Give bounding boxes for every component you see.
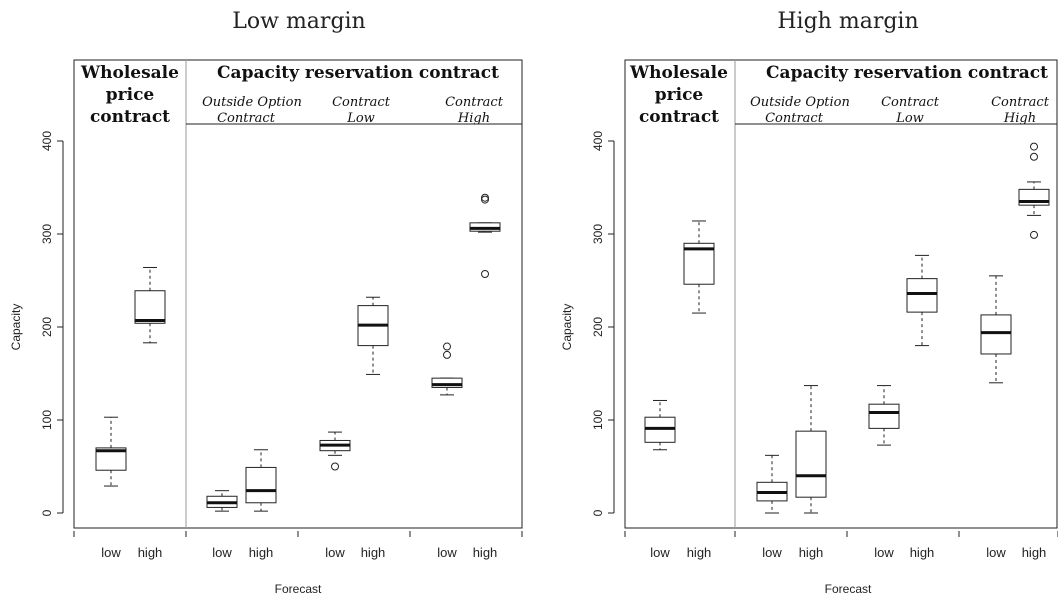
x-tick-label: high: [799, 545, 824, 560]
box-iqr: [795, 430, 827, 498]
x-tick-label: low: [437, 545, 457, 560]
subheader-contract-high-line: High: [457, 111, 490, 126]
panel-low-margin: Low margin Capacity Forecast Wholesale p…: [9, 9, 523, 596]
header-wholesale-line: contract: [90, 107, 170, 127]
box-low: [319, 431, 351, 471]
y-axis-label: Capacity: [9, 304, 23, 351]
outlier-point: [331, 462, 339, 471]
outlier-point: [443, 342, 451, 351]
header-wholesale-line: Wholesale: [629, 63, 728, 83]
y-tick-label: 100: [40, 410, 54, 430]
subheader-contract-low-line: Contract: [881, 95, 940, 110]
header-wholesale-line: Wholesale: [80, 63, 179, 83]
y-tick-label: 200: [40, 317, 54, 337]
x-tick-label: low: [325, 545, 345, 560]
subheader-contract-low-line: Low: [346, 111, 375, 126]
y-tick-label: 400: [40, 131, 54, 151]
x-axis: low high low high low high low high: [73, 531, 523, 560]
plot-frame: [624, 59, 1058, 529]
x-tick-label: high: [1022, 545, 1047, 560]
x-tick-label: low: [874, 545, 894, 560]
box-high: [683, 220, 715, 314]
outlier-point: [1030, 142, 1038, 151]
outlier-point: [481, 193, 489, 202]
x-tick-label: low: [762, 545, 782, 560]
box-low: [95, 416, 127, 487]
x-axis: low high low high low high low high: [624, 531, 1058, 560]
subheader-contract-high-line: Contract: [445, 95, 504, 110]
x-tick-label: low: [212, 545, 232, 560]
outlier-point: [1030, 230, 1038, 239]
header-wholesale-line: price: [655, 85, 704, 105]
y-tick-label: 300: [591, 224, 605, 244]
chart-title: High margin: [777, 9, 918, 34]
plot-frame: [73, 59, 523, 529]
plot-area-low-margin: 0 100 200 300 400 low high low high low high low hig…: [40, 59, 523, 560]
box-high: [134, 266, 166, 344]
box-iqr: [431, 377, 463, 388]
subheader-contract-high-line: Contract: [991, 95, 1050, 110]
x-tick-label: high: [249, 545, 274, 560]
header-wholesale-line: contract: [639, 107, 719, 127]
subheader-contract-low-line: Low: [895, 111, 924, 126]
box-high: [357, 296, 389, 375]
outlier-point: [443, 350, 451, 359]
panel-high-margin: High margin Capacity Forecast Wholesale …: [560, 9, 1058, 596]
box-high: [1018, 142, 1050, 239]
y-tick-label: 0: [591, 509, 605, 516]
box-iqr: [868, 403, 900, 429]
y-tick-label: 300: [40, 224, 54, 244]
subheader-contract-low-line: Contract: [332, 95, 391, 110]
x-tick-label: low: [986, 545, 1006, 560]
box-iqr: [980, 314, 1012, 355]
box-iqr: [245, 466, 277, 504]
y-axis: 0 100 200 300 400: [40, 131, 64, 516]
x-axis-label: Forecast: [275, 582, 322, 596]
box-iqr: [134, 290, 166, 324]
y-tick-label: 400: [591, 131, 605, 151]
header-wholesale: Wholesale price contract: [629, 63, 728, 127]
x-tick-label: low: [650, 545, 670, 560]
y-axis: 0 100 200 300 400: [591, 131, 615, 516]
subheaders: Outside Option Contract Contract Low Con…: [202, 95, 504, 126]
box-high: [469, 193, 501, 278]
plot-area-high-margin: 0 100 200 300 400 low high low high low high low hig…: [591, 59, 1058, 560]
x-tick-label: low: [101, 545, 121, 560]
x-tick-label: high: [361, 545, 386, 560]
box-iqr: [906, 278, 938, 313]
header-wholesale-line: price: [106, 85, 155, 105]
header-capacity-reservation: Capacity reservation contract: [766, 63, 1048, 83]
box-low: [206, 490, 238, 512]
subheader-outside-option-line: Contract: [217, 111, 276, 126]
subheader-outside-option-line: Outside Option: [750, 95, 850, 110]
x-axis-label: Forecast: [825, 582, 872, 596]
header-capacity-reservation: Capacity reservation contract: [217, 63, 499, 83]
x-tick-label: high: [910, 545, 935, 560]
subheader-outside-option-line: Outside Option: [202, 95, 302, 110]
subheader-outside-option-line: Contract: [765, 111, 824, 126]
box-low: [868, 385, 900, 446]
y-tick-label: 100: [591, 410, 605, 430]
y-tick-label: 200: [591, 317, 605, 337]
subheader-contract-high-line: High: [1003, 111, 1036, 126]
box-low: [980, 275, 1012, 384]
x-tick-label: high: [473, 545, 498, 560]
box-low: [756, 454, 788, 514]
box-iqr: [95, 447, 127, 471]
x-tick-label: high: [138, 545, 163, 560]
subheaders: Outside Option Contract Contract Low Con…: [750, 95, 1050, 126]
y-tick-label: 0: [40, 509, 54, 516]
box-high: [245, 449, 277, 512]
box-low: [431, 342, 463, 396]
header-wholesale: Wholesale price contract: [80, 63, 179, 127]
box-high: [795, 385, 827, 514]
outlier-point: [481, 269, 489, 278]
x-tick-label: high: [687, 545, 712, 560]
y-axis-label: Capacity: [560, 304, 574, 351]
box-low: [644, 399, 676, 451]
box-high: [906, 254, 938, 347]
outlier-point: [1030, 152, 1038, 161]
chart-title: Low margin: [232, 9, 365, 34]
